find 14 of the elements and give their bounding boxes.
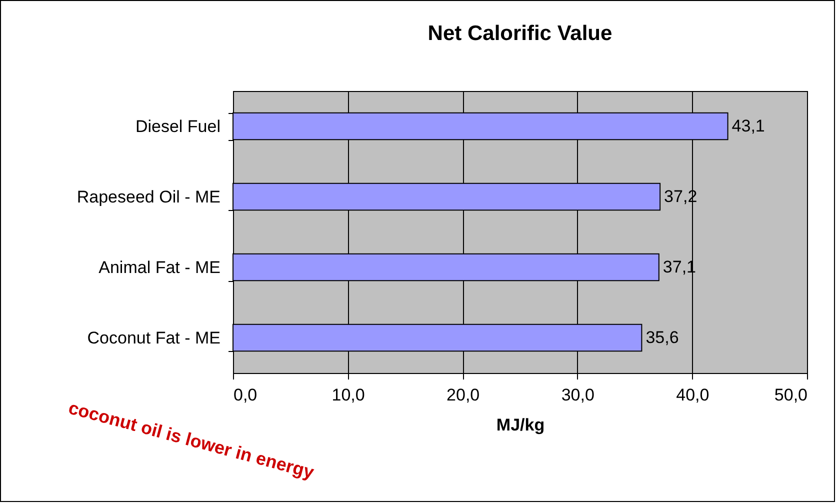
y-tick-label: Diesel Fuel	[135, 116, 220, 136]
x-tick-label: 40,0	[676, 386, 710, 404]
y-tick-label: Rapeseed Oil - ME	[76, 187, 220, 206]
x-tick-label: 20,0	[446, 386, 480, 404]
x-tick-label: 30,0	[561, 386, 594, 404]
x-tick-label: 50,0	[774, 386, 808, 404]
x-tick-label: 10,0	[332, 386, 365, 404]
y-tick-label: Animal Fat - ME	[98, 258, 220, 277]
x-tick-label: 0,0	[234, 386, 258, 404]
data-label: 35,6	[646, 328, 679, 347]
data-label: 43,1	[732, 116, 765, 136]
y-tick-label: Coconut Fat - ME	[87, 328, 220, 348]
x-axis-title: MJ/kg	[496, 416, 545, 434]
chart-title: Net Calorific Value	[428, 22, 612, 45]
